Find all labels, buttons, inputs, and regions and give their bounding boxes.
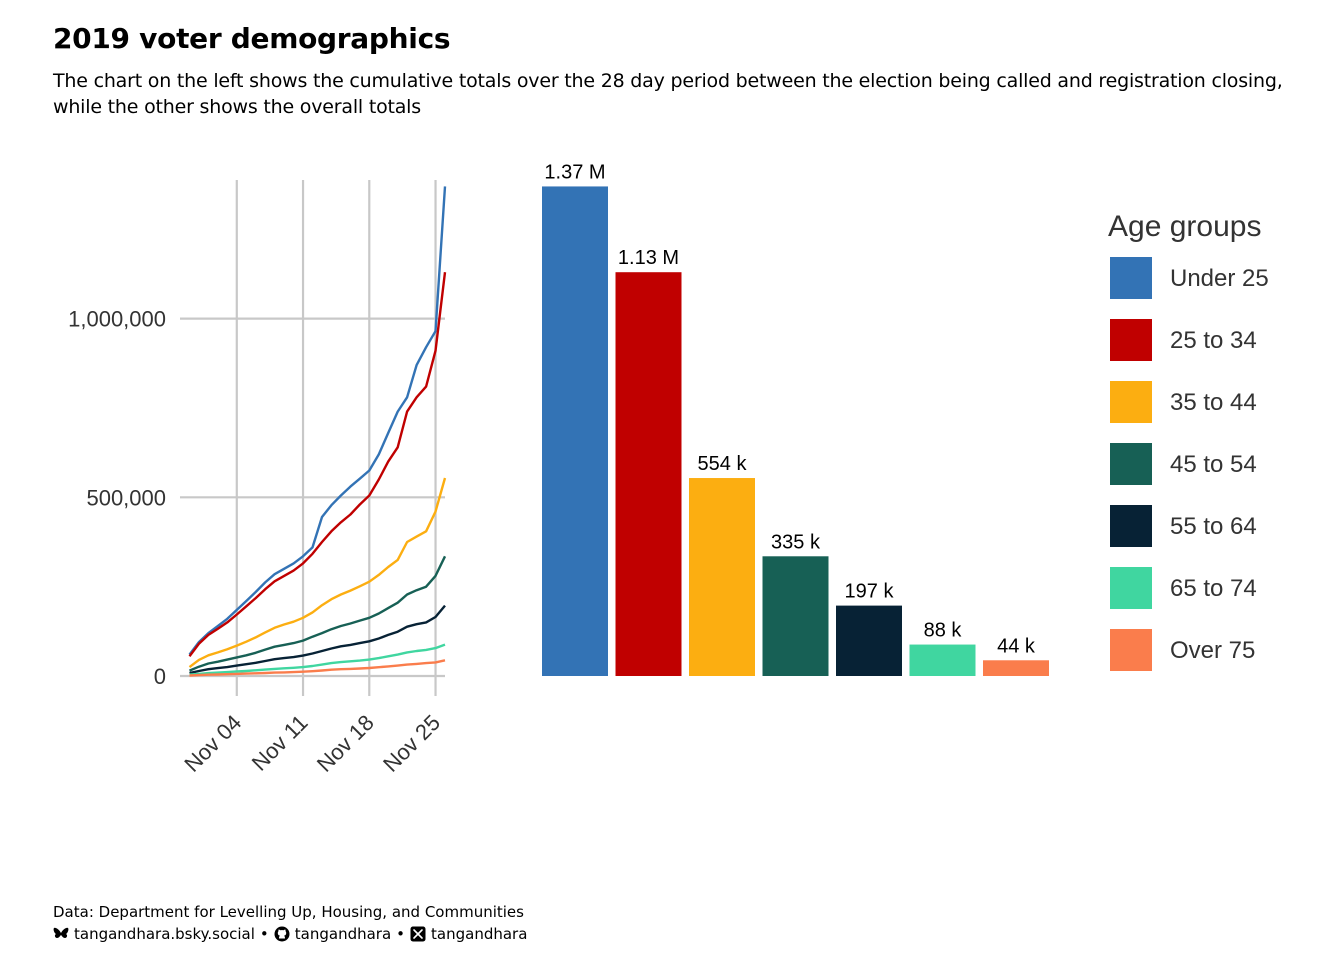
bar-data-label: 197 k xyxy=(845,581,895,603)
legend-swatch xyxy=(1110,257,1152,299)
x-handle[interactable]: tangandhara xyxy=(431,925,528,943)
legend-swatch xyxy=(1110,319,1152,361)
legend-label: 55 to 64 xyxy=(1170,513,1257,540)
series-line-under-25 xyxy=(188,186,447,656)
legend-label: 45 to 54 xyxy=(1170,451,1257,478)
bar-chart-panel: 1.37 M 1.13 M 554 k 335 k 197 k 88 k 44 k xyxy=(542,161,1049,677)
chart-subtitle: The chart on the left shows the cumulati… xyxy=(53,70,1283,118)
bar-data-label: 44 k xyxy=(997,635,1036,657)
separator-dot: • xyxy=(259,925,269,943)
bluesky-handle[interactable]: tangandhara.bsky.social xyxy=(74,925,255,943)
series-line-45-to-54 xyxy=(189,555,447,672)
line-chart-series xyxy=(188,186,447,677)
series-line-55-to-64 xyxy=(189,604,446,675)
y-tick-label: 0 xyxy=(154,664,166,689)
github-handle[interactable]: tangandhara xyxy=(294,925,392,943)
series-line-25-to-34 xyxy=(188,272,447,658)
series-line-35-to-44 xyxy=(188,477,447,669)
legend-swatch xyxy=(1110,443,1152,485)
line-chart-panel: 0 500,000 1,000,000 Nov 04 Nov 11 Nov 18 Nov … xyxy=(68,180,447,777)
x-tick-label: Nov 11 xyxy=(247,710,313,776)
legend-swatch xyxy=(1110,567,1152,609)
bar-data-label: 1.13 M xyxy=(618,247,679,269)
series-line-65-to-74 xyxy=(189,643,446,676)
legend-label: 35 to 44 xyxy=(1170,389,1257,416)
y-tick-label: 500,000 xyxy=(86,485,166,510)
legend-label: 25 to 34 xyxy=(1170,327,1257,354)
bar-25-to-34 xyxy=(615,272,682,676)
line-chart-y-axis: 0 500,000 1,000,000 xyxy=(68,307,166,689)
bar-35-to-44 xyxy=(689,478,755,676)
github-icon xyxy=(274,926,290,942)
legend-swatch xyxy=(1110,505,1152,547)
bar-chart-data-labels: 1.37 M 1.13 M 554 k 335 k 197 k 88 k 44 k xyxy=(544,161,1035,657)
x-tick-label: Nov 04 xyxy=(179,710,246,777)
legend-items: Under 25 25 to 34 35 to 44 45 to 54 55 to 64… xyxy=(1110,257,1269,671)
separator-dot: • xyxy=(396,925,406,943)
y-tick-label: 1,000,000 xyxy=(68,307,166,332)
caption-social: tangandhara.bsky.social • tangandhara • … xyxy=(53,925,527,943)
line-chart-grid xyxy=(180,180,445,696)
line-chart-x-axis: Nov 04 Nov 11 Nov 18 Nov 25 xyxy=(179,710,445,777)
bar-over-75 xyxy=(983,660,1049,676)
bar-65-to-74 xyxy=(909,644,976,676)
legend-label: Under 25 xyxy=(1170,265,1269,292)
bar-data-label: 554 k xyxy=(698,453,748,475)
bar-45-to-54 xyxy=(762,556,829,676)
legend-label: Over 75 xyxy=(1170,637,1255,664)
x-tick-label: Nov 18 xyxy=(312,710,379,777)
bar-under-25 xyxy=(542,186,608,677)
bar-data-label: 88 k xyxy=(924,620,963,642)
series-line-over-75 xyxy=(189,659,446,677)
legend-swatch xyxy=(1110,381,1152,423)
bar-data-label: 335 k xyxy=(771,531,821,553)
x-icon xyxy=(410,926,426,942)
legend-label: 65 to 74 xyxy=(1170,575,1257,602)
chart-title: 2019 voter demographics xyxy=(53,22,451,55)
legend-swatch xyxy=(1110,629,1152,671)
bar-chart-bars xyxy=(542,186,1049,677)
legend: Age groups Under 25 25 to 34 35 to 44 45 to… xyxy=(1108,210,1269,671)
x-tick-label: Nov 25 xyxy=(378,710,445,777)
caption-source: Data: Department for Levelling Up, Housi… xyxy=(53,903,524,921)
butterfly-icon xyxy=(53,927,69,938)
bar-55-to-64 xyxy=(836,605,902,676)
bar-data-label: 1.37 M xyxy=(544,161,605,183)
legend-title: Age groups xyxy=(1108,210,1261,243)
